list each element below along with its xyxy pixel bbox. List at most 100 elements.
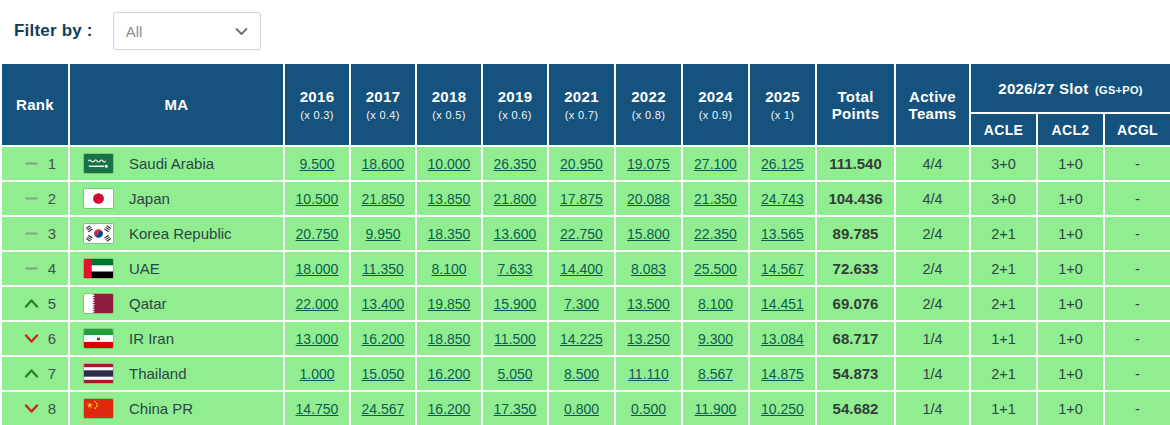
rank-number: 6	[48, 330, 56, 347]
score-link[interactable]: 13.250	[627, 331, 670, 347]
score-link[interactable]: 24.743	[761, 191, 804, 207]
acle-slot-cell: 3+0	[970, 146, 1037, 181]
score-link[interactable]: 20.750	[296, 226, 339, 242]
score-cell: 13.600	[482, 216, 548, 251]
ma-name: UAE	[129, 260, 160, 277]
score-link[interactable]: 13.850	[428, 191, 471, 207]
score-link[interactable]: 15.800	[627, 226, 670, 242]
score-link[interactable]: 15.900	[494, 296, 537, 312]
score-link[interactable]: 18.350	[428, 226, 471, 242]
score-link[interactable]: 1.000	[299, 366, 334, 382]
score-link[interactable]: 22.350	[694, 226, 737, 242]
score-link[interactable]: 11.350	[362, 261, 404, 277]
score-link[interactable]: 13.500	[627, 296, 670, 312]
score-link[interactable]: 20.088	[627, 191, 670, 207]
score-link[interactable]: 26.350	[494, 156, 537, 172]
score-link[interactable]: 16.200	[428, 401, 471, 417]
score-link[interactable]: 14.451	[761, 296, 804, 312]
rank-number: 8	[48, 400, 56, 417]
score-link[interactable]: 11.500	[494, 331, 536, 347]
score-link[interactable]: 27.100	[694, 156, 737, 172]
ma-cell: UAE	[69, 251, 284, 286]
score-link[interactable]: 8.567	[698, 366, 733, 382]
score-cell: 20.750	[284, 216, 350, 251]
score-link[interactable]: 16.200	[428, 366, 471, 382]
score-link[interactable]: 19.075	[627, 156, 670, 172]
filter-dropdown[interactable]: All	[113, 12, 261, 50]
score-link[interactable]: 25.500	[694, 261, 737, 277]
ma-cell: China PR	[69, 391, 284, 425]
rank-same-icon	[24, 228, 39, 239]
score-link[interactable]: 18.850	[428, 331, 471, 347]
table-row: 1Saudi Arabia9.50018.60010.00026.35020.9…	[1, 146, 1170, 181]
score-link[interactable]: 14.567	[761, 261, 804, 277]
score-link[interactable]: 14.400	[560, 261, 603, 277]
acl2-slot-cell: 1+0	[1037, 321, 1104, 356]
total-points-cell: 111.540	[816, 146, 895, 181]
col-header-2016: 2016 (x 0.3)	[284, 63, 350, 146]
score-link[interactable]: 11.900	[695, 401, 737, 417]
table-row: 5Qatar22.00013.40019.85015.9007.30013.50…	[1, 286, 1170, 321]
score-link[interactable]: 13.565	[761, 226, 804, 242]
score-link[interactable]: 8.100	[431, 261, 466, 277]
score-link[interactable]: 17.875	[560, 191, 603, 207]
score-link[interactable]: 7.633	[497, 261, 532, 277]
col-header-2019: 2019 (x 0.6)	[482, 63, 548, 146]
score-link[interactable]: 21.800	[494, 191, 537, 207]
score-cell: 14.567	[749, 251, 816, 286]
score-link[interactable]: 21.350	[694, 191, 737, 207]
table-row: 6IR Iran13.00016.20018.85011.50014.22513…	[1, 321, 1170, 356]
rank-cell: 8	[1, 391, 69, 425]
score-link[interactable]: 9.950	[365, 226, 400, 242]
score-link[interactable]: 21.850	[362, 191, 405, 207]
score-link[interactable]: 14.225	[560, 331, 603, 347]
score-link[interactable]: 9.500	[299, 156, 334, 172]
score-link[interactable]: 22.750	[560, 226, 603, 242]
active-teams-cell: 1/4	[895, 356, 970, 391]
acl2-slot-cell: 1+0	[1037, 356, 1104, 391]
score-link[interactable]: 18.000	[296, 261, 339, 277]
ma-name: China PR	[129, 400, 193, 417]
score-cell: 11.500	[482, 321, 548, 356]
score-cell: 26.350	[482, 146, 548, 181]
score-link[interactable]: 5.050	[497, 366, 532, 382]
score-link[interactable]: 15.050	[362, 366, 405, 382]
score-link[interactable]: 0.800	[564, 401, 599, 417]
score-cell: 10.500	[284, 181, 350, 216]
score-link[interactable]: 13.084	[761, 331, 804, 347]
score-link[interactable]: 14.750	[296, 401, 339, 417]
score-cell: 14.750	[284, 391, 350, 425]
score-link[interactable]: 8.100	[698, 296, 733, 312]
score-link[interactable]: 10.250	[761, 401, 804, 417]
score-link[interactable]: 13.400	[362, 296, 405, 312]
score-link[interactable]: 10.000	[428, 156, 471, 172]
acgl-slot-cell: -	[1104, 181, 1170, 216]
score-link[interactable]: 13.000	[296, 331, 339, 347]
flag-saudi-arabia-icon	[84, 154, 113, 173]
score-link[interactable]: 26.125	[761, 156, 804, 172]
score-link[interactable]: 10.500	[296, 191, 339, 207]
score-link[interactable]: 13.600	[494, 226, 537, 242]
rank-down-icon	[24, 333, 39, 344]
score-link[interactable]: 20.950	[560, 156, 603, 172]
score-link[interactable]: 11.110	[628, 366, 669, 382]
year-label: 2024	[685, 88, 746, 105]
year-multiplier: (x 0.9)	[685, 109, 746, 121]
score-link[interactable]: 16.200	[362, 331, 405, 347]
rank-cell: 4	[1, 251, 69, 286]
ma-cell: Saudi Arabia	[69, 146, 284, 181]
score-link[interactable]: 9.300	[698, 331, 733, 347]
score-link[interactable]: 18.600	[362, 156, 405, 172]
score-link[interactable]: 8.500	[564, 366, 599, 382]
score-cell: 7.633	[482, 251, 548, 286]
score-link[interactable]: 24.567	[362, 401, 405, 417]
filter-selected-value: All	[126, 23, 143, 40]
score-cell: 0.500	[615, 391, 682, 425]
score-link[interactable]: 19.850	[428, 296, 471, 312]
score-link[interactable]: 0.500	[631, 401, 666, 417]
score-link[interactable]: 8.083	[631, 261, 666, 277]
score-link[interactable]: 7.300	[564, 296, 599, 312]
score-link[interactable]: 22.000	[296, 296, 339, 312]
score-link[interactable]: 17.350	[494, 401, 537, 417]
score-link[interactable]: 14.875	[761, 366, 804, 382]
